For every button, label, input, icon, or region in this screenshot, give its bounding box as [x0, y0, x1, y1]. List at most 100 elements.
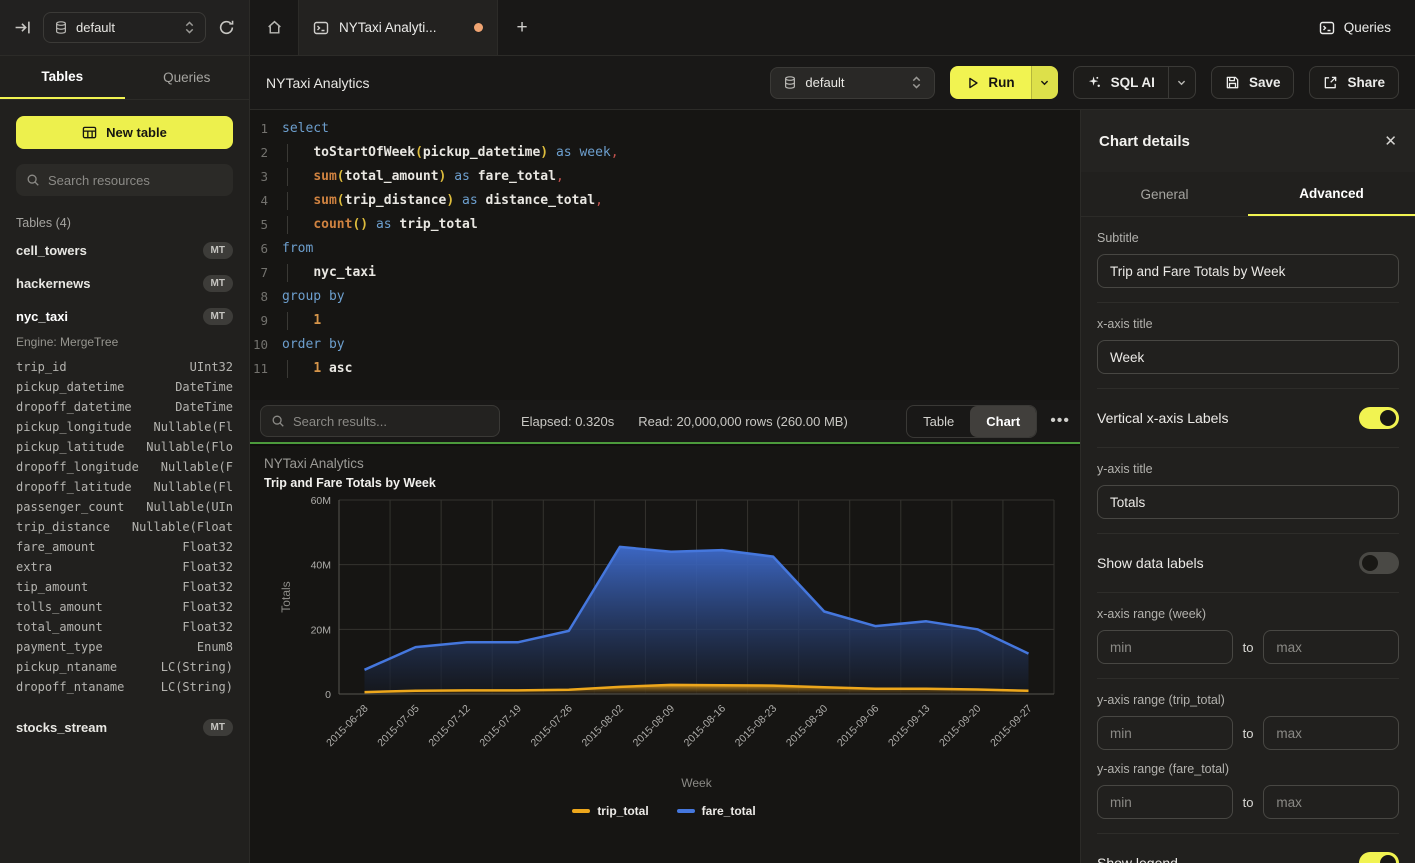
panel-tab-advanced[interactable]: Advanced	[1248, 172, 1415, 216]
chart-details-panel: Chart details ✕ General Advanced Subtitl…	[1080, 110, 1415, 863]
column-type: Nullable(Fl	[153, 420, 233, 434]
column-name: passenger_count	[16, 500, 125, 514]
code-line: 6 from	[250, 237, 1080, 261]
chart-panel: NYTaxi Analytics Trip and Fare Totals by…	[250, 446, 1080, 863]
vertical-labels-toggle[interactable]	[1359, 407, 1399, 429]
svg-text:2015-06-28: 2015-06-28	[324, 703, 371, 750]
search-icon	[271, 414, 285, 428]
column-type: LC(String)	[160, 680, 233, 694]
save-icon	[1225, 75, 1240, 90]
code-line: 10 order by	[250, 333, 1080, 357]
tab-title: NYTaxi Analyti...	[339, 20, 437, 35]
column-type: Float32	[182, 560, 233, 574]
queries-button[interactable]: Queries	[1319, 20, 1391, 36]
new-table-button[interactable]: New table	[16, 116, 233, 149]
run-options-button[interactable]	[1030, 66, 1058, 99]
query-title: NYTaxi Analytics	[266, 74, 370, 91]
legend-item[interactable]: trip_total	[572, 804, 649, 818]
code-line: 3 sum(total_amount) as fare_total,	[250, 165, 1080, 189]
table-row[interactable]: cell_towers MT	[0, 234, 249, 267]
close-icon[interactable]: ✕	[1384, 133, 1397, 150]
view-toggle-table[interactable]: Table	[923, 413, 955, 429]
chart-subtitle: Trip and Fare Totals by Week	[264, 476, 436, 490]
table-row[interactable]: hackernews MT	[0, 267, 249, 300]
column-name: tip_amount	[16, 580, 89, 594]
subtitle-input[interactable]	[1097, 254, 1399, 288]
svg-text:0: 0	[325, 689, 331, 701]
column-name: dropoff_datetime	[16, 400, 132, 414]
results-search	[260, 405, 500, 437]
column-name: payment_type	[16, 640, 103, 654]
sidebar-tab-tables[interactable]: Tables	[0, 56, 125, 99]
vertical-labels-label: Vertical x-axis Labels	[1097, 410, 1229, 426]
top-bar: default NYTaxi Analyti... + Queries	[0, 0, 1415, 56]
xrange-max-input[interactable]	[1263, 630, 1399, 664]
yaxis-title-field-label: y-axis title	[1097, 462, 1153, 476]
code-line: 9 1	[250, 309, 1080, 333]
sql-ai-button[interactable]: SQL AI	[1074, 75, 1168, 90]
yrange-fare-min-input[interactable]	[1097, 785, 1233, 819]
query-database-selector[interactable]: default	[770, 66, 936, 99]
table-row-stocks-stream[interactable]: stocks_stream MT	[0, 711, 249, 744]
collapse-sidebar-icon[interactable]	[14, 19, 31, 36]
database-icon	[783, 75, 797, 90]
sidebar-tab-queries[interactable]: Queries	[163, 70, 211, 85]
column-type: Nullable(Float	[131, 520, 233, 534]
run-button[interactable]: Run	[950, 66, 1031, 99]
xaxis-title-field-label: x-axis title	[1097, 317, 1153, 331]
show-legend-toggle[interactable]	[1359, 852, 1399, 863]
line-number: 3	[260, 169, 268, 184]
svg-text:2015-09-20: 2015-09-20	[937, 703, 984, 750]
column-row: extra Float32	[0, 557, 249, 577]
legend-label: fare_total	[701, 804, 756, 818]
share-button[interactable]: Share	[1309, 66, 1399, 99]
yrange-trip-min-input[interactable]	[1097, 716, 1233, 750]
sparkles-icon	[1087, 75, 1102, 90]
line-number: 4	[260, 193, 268, 208]
more-options-icon[interactable]: •••	[1050, 412, 1070, 429]
yaxis-title-input[interactable]	[1097, 485, 1399, 519]
sidebar: Tables Queries New table Tables (4) cell…	[0, 56, 250, 863]
code-line: 4 sum(trip_distance) as distance_total,	[250, 189, 1080, 213]
xrange-min-input[interactable]	[1097, 630, 1233, 664]
legend-item[interactable]: fare_total	[676, 804, 756, 818]
table-engine-label: Engine: MergeTree	[16, 335, 119, 349]
panel-tab-general[interactable]: General	[1140, 186, 1189, 202]
panel-header: Chart details ✕	[1081, 110, 1415, 172]
table-name: hackernews	[16, 276, 91, 291]
svg-text:2015-08-16: 2015-08-16	[682, 703, 729, 750]
chart-title: NYTaxi Analytics	[264, 456, 364, 471]
database-selector[interactable]: default	[43, 12, 206, 43]
view-toggle-chart[interactable]: Chart	[970, 405, 1037, 437]
save-button[interactable]: Save	[1210, 66, 1295, 99]
column-row: trip_id UInt32	[0, 357, 249, 377]
query-tab[interactable]: NYTaxi Analyti...	[298, 0, 498, 55]
show-legend-label: Show legend	[1097, 855, 1178, 863]
chevrons-updown-icon	[911, 76, 922, 89]
svg-text:2015-07-12: 2015-07-12	[426, 703, 473, 750]
results-toolbar: Elapsed: 0.320s Read: 20,000,000 rows (2…	[250, 400, 1080, 444]
search-results-input[interactable]	[293, 413, 489, 429]
table-row-nyc-taxi[interactable]: nyc_taxi MT	[0, 300, 249, 333]
search-resources-input[interactable]	[48, 172, 224, 188]
column-name: tolls_amount	[16, 600, 103, 614]
column-row: pickup_longitude Nullable(Fl	[0, 417, 249, 437]
yrange-fare-field-label: y-axis range (fare_total)	[1097, 762, 1230, 776]
unsaved-indicator-dot	[474, 23, 483, 32]
home-tab[interactable]	[250, 0, 298, 55]
sql-ai-options-button[interactable]	[1167, 67, 1195, 98]
yrange-trip-max-input[interactable]	[1263, 716, 1399, 750]
data-labels-toggle[interactable]	[1359, 552, 1399, 574]
column-row: passenger_count Nullable(UIn	[0, 497, 249, 517]
refresh-icon[interactable]	[218, 19, 235, 36]
column-name: pickup_longitude	[16, 420, 132, 434]
table-name: nyc_taxi	[16, 309, 69, 324]
yrange-fare-max-input[interactable]	[1263, 785, 1399, 819]
sql-editor[interactable]: 1 select 2 toStartOfWeek(pickup_datetime) …	[250, 110, 1080, 400]
svg-text:40M: 40M	[311, 560, 331, 572]
xaxis-title-input[interactable]	[1097, 340, 1399, 374]
read-stat: Read: 20,000,000 rows (260.00 MB)	[638, 413, 848, 429]
new-tab-button[interactable]: +	[516, 16, 528, 38]
line-number: 1	[260, 121, 268, 136]
engine-badge: MT	[202, 242, 233, 259]
